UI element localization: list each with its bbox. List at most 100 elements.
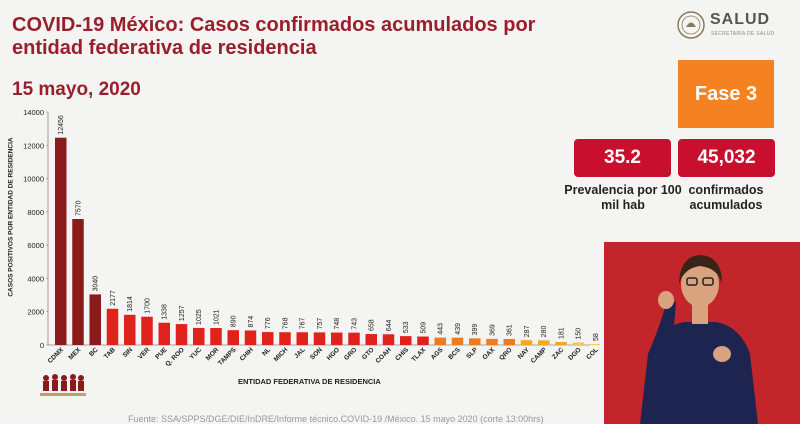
- bar-pue: [158, 322, 170, 345]
- category-label: MICH: [273, 346, 290, 363]
- bar-mor: [210, 328, 222, 345]
- bar-mich: [279, 332, 291, 345]
- bar-col: [589, 344, 600, 345]
- category-label: ZAC: [551, 346, 566, 361]
- category-label: MEX: [67, 346, 82, 361]
- bar-q-roo: [175, 324, 188, 345]
- prevalence-value: 35.2: [574, 139, 671, 177]
- bar-qro: [503, 338, 515, 345]
- category-label: GRO: [343, 346, 358, 361]
- salud-logo: SALUD SECRETARÍA DE SALUD: [676, 10, 786, 42]
- y-tick-label: 6000: [27, 241, 44, 250]
- value-label: 369: [490, 324, 497, 336]
- value-label: 768: [283, 317, 290, 329]
- value-label: 58: [593, 333, 600, 341]
- bar-slp: [469, 338, 481, 345]
- category-label: CDMX: [47, 346, 66, 365]
- value-label: 776: [265, 317, 272, 329]
- value-label: 1021: [214, 309, 221, 325]
- bar-chis: [400, 336, 412, 345]
- category-label: TAB: [103, 346, 117, 360]
- bar-yuc: [193, 327, 205, 345]
- value-label: 767: [300, 317, 307, 329]
- bar-oax: [486, 338, 498, 345]
- category-label: VER: [137, 346, 152, 361]
- value-label: 1338: [162, 304, 169, 320]
- y-tick-label: 10000: [23, 175, 44, 184]
- heritage-logo: [40, 374, 86, 396]
- bar-chih: [244, 330, 257, 345]
- bar-zac: [555, 341, 567, 345]
- value-label: 439: [455, 323, 462, 335]
- y-tick-label: 8000: [27, 208, 44, 217]
- confirmed-label: confirmados acumulados: [688, 183, 764, 212]
- value-label: 874: [248, 316, 255, 328]
- category-label: SON: [309, 346, 324, 361]
- value-label: 280: [541, 326, 548, 338]
- value-label: 509: [421, 322, 428, 334]
- interpreter-icon: [604, 242, 800, 424]
- seal-icon: [677, 11, 705, 39]
- category-label: TAMPS: [217, 346, 238, 367]
- category-label: OAX: [481, 346, 496, 361]
- value-label: 3040: [93, 276, 100, 292]
- value-label: 2177: [110, 290, 117, 306]
- bar-chart: 0 2000 4000 6000 8000 10000 12000 14000 12456 CDM…: [23, 108, 600, 368]
- value-label: 757: [317, 318, 324, 330]
- category-label: CHIS: [394, 346, 410, 362]
- value-label: 1257: [179, 305, 186, 321]
- y-tick-label: 2000: [27, 308, 44, 317]
- y-tick-label: 14000: [23, 108, 44, 117]
- value-label: 748: [334, 318, 341, 330]
- bar-son: [313, 332, 326, 345]
- value-label: 890: [231, 315, 238, 327]
- page-title: COVID-19 México: Casos confirmados acumu…: [12, 14, 536, 59]
- sign-language-interpreter-video: [604, 242, 800, 424]
- value-label: 361: [507, 324, 514, 336]
- bar-bcs: [451, 337, 464, 345]
- value-label: 399: [472, 324, 479, 336]
- report-date: 15 mayo, 2020: [12, 79, 141, 100]
- category-label: SIN: [122, 346, 135, 359]
- y-tick-label: 4000: [27, 274, 44, 283]
- category-label: JAL: [293, 346, 307, 360]
- category-label: SLP: [465, 346, 479, 360]
- bar-tlax: [417, 336, 429, 345]
- bar-nay: [520, 340, 533, 345]
- prevalence-label: Prevalencia por 100 mil hab: [564, 183, 682, 212]
- bar-dgo: [572, 342, 584, 345]
- y-tick-label: 12000: [23, 141, 44, 150]
- value-label: 644: [386, 319, 393, 331]
- logo-name: SALUD: [710, 11, 771, 28]
- logo-subtitle: SECRETARÍA DE SALUD: [711, 31, 775, 37]
- bar-gro: [348, 332, 360, 345]
- category-label: COL: [585, 346, 600, 361]
- y-tick-label: 0: [40, 341, 44, 350]
- category-label: TLAX: [410, 346, 427, 363]
- category-label: GTO: [361, 346, 376, 361]
- value-label: 7570: [76, 200, 83, 216]
- category-label: QRO: [498, 346, 513, 361]
- value-label: 181: [559, 327, 566, 339]
- value-label: 150: [576, 328, 583, 340]
- bar-ags: [434, 337, 446, 345]
- value-label: 658: [369, 319, 376, 331]
- value-label: 1025: [196, 309, 203, 325]
- value-label: 443: [438, 323, 445, 335]
- bar-jal: [296, 332, 308, 345]
- value-label: 1700: [145, 298, 152, 314]
- bar-gto: [365, 334, 377, 345]
- confirmed-value: 45,032: [678, 139, 775, 177]
- bar-camp: [538, 340, 550, 345]
- phase-badge: Fase 3: [678, 60, 774, 128]
- category-label: Q. ROO: [164, 346, 186, 368]
- value-label: 287: [524, 325, 531, 337]
- category-label: NAY: [517, 346, 532, 361]
- category-label: DGO: [567, 346, 582, 361]
- bar-ver: [141, 316, 153, 345]
- source-footer: Fuente: SSA/SPPS/DGE/DIE/InDRE/Informe t…: [128, 414, 544, 424]
- bar-sin: [124, 314, 136, 345]
- value-label: 1814: [127, 296, 134, 312]
- value-label: 743: [352, 318, 359, 330]
- category-label: BCS: [447, 346, 462, 361]
